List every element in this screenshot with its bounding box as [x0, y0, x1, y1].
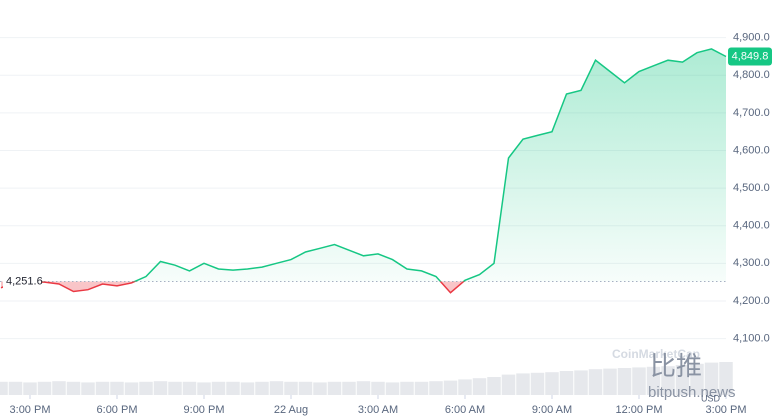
- area-down: [1, 281, 726, 293]
- watermark: 比推: [650, 351, 702, 381]
- currency-label: USD: [701, 393, 721, 403]
- volume-bar: [632, 367, 646, 395]
- area-up: [27, 48, 726, 282]
- y-tick-label: 4,100.0: [733, 332, 770, 344]
- y-tick-label: 4,600.0: [733, 144, 770, 156]
- volume-bar: [284, 381, 298, 395]
- y-tick-label: 4,200.0: [733, 295, 770, 307]
- volume-bar: [603, 368, 617, 395]
- volume-bar: [414, 381, 429, 395]
- x-tick-label: 9:00 AM: [532, 404, 572, 416]
- price-line-down: [0, 281, 465, 294]
- volume-bar: [559, 371, 574, 395]
- volume-bar: [429, 381, 443, 395]
- volume-bar: [458, 379, 472, 395]
- price-line-up: [14, 48, 727, 282]
- volume-bar: [704, 362, 719, 395]
- volume-bar: [617, 368, 632, 395]
- watermark: bitpush.news: [648, 384, 736, 401]
- volume-bar: [443, 380, 458, 395]
- volume-bar: [675, 365, 690, 395]
- volume-bar: [313, 382, 327, 395]
- y-tick-label: 4,900.0: [733, 32, 770, 44]
- y-tick-label: 4,800.0: [733, 69, 770, 81]
- x-tick-label: 3:00 AM: [358, 404, 398, 416]
- volume-bar: [182, 381, 197, 395]
- volume-bar: [501, 374, 516, 395]
- volume-bar: [385, 382, 400, 395]
- x-tick-label: 3:00 PM: [10, 404, 51, 416]
- volume-bar: [255, 381, 269, 395]
- volume-bar: [240, 382, 255, 395]
- volume-bar: [356, 381, 371, 395]
- volume-bar: [0, 381, 8, 395]
- volume-bar: [545, 372, 559, 395]
- volume-bar: [211, 381, 226, 395]
- volume-bar: [487, 377, 501, 395]
- volume-bar: [269, 381, 284, 395]
- volume-bar: [719, 362, 733, 395]
- volume-bar: [400, 381, 414, 395]
- x-tick-label: 22 Aug: [274, 404, 308, 416]
- volume-bar: [81, 382, 95, 395]
- x-tick-label: 3:00 PM: [706, 404, 747, 416]
- x-tick-label: 12:00 PM: [615, 404, 662, 416]
- volume-bar: [690, 363, 704, 395]
- volume-bar: [8, 381, 23, 395]
- volume-bar: [37, 381, 52, 395]
- volume-bar: [588, 369, 603, 395]
- volume-bar: [124, 382, 139, 395]
- last-price-label: 4,849.8: [732, 50, 769, 62]
- y-tick-label: 4,400.0: [733, 220, 770, 232]
- volume-bar: [298, 381, 313, 395]
- volume-bar: [661, 366, 675, 395]
- volume-bar: [139, 381, 153, 395]
- volume-bar: [516, 373, 530, 395]
- volume-bar: [197, 382, 211, 395]
- volume-bar: [574, 370, 588, 395]
- volume-bar: [153, 381, 168, 395]
- volume-bar: [52, 381, 66, 395]
- y-tick-label: 4,700.0: [733, 107, 770, 119]
- y-tick-label: 4,300.0: [733, 257, 770, 269]
- volume-bar: [23, 382, 37, 395]
- last-price-tag: [728, 47, 772, 66]
- volume-bar: [342, 381, 356, 395]
- baseline-label: 4,251.6: [6, 275, 43, 287]
- x-tick-label: 6:00 PM: [97, 404, 138, 416]
- volume-bar: [95, 381, 110, 395]
- volume-bar: [530, 372, 545, 395]
- volume-bar: [327, 381, 342, 395]
- x-tick-label: 9:00 PM: [184, 404, 225, 416]
- volume-bar: [168, 381, 182, 395]
- watermark: CoinMarketCap: [612, 347, 700, 361]
- baseline-label-bg: [3, 273, 41, 290]
- volume-bar: [110, 381, 124, 395]
- volume-bar: [66, 381, 81, 395]
- x-tick-label: 6:00 AM: [445, 404, 485, 416]
- volume-bar: [371, 381, 385, 395]
- volume-bar: [646, 366, 661, 395]
- y-tick-label: 4,500.0: [733, 182, 770, 194]
- volume-bar: [472, 378, 487, 395]
- volume-bar: [226, 381, 240, 395]
